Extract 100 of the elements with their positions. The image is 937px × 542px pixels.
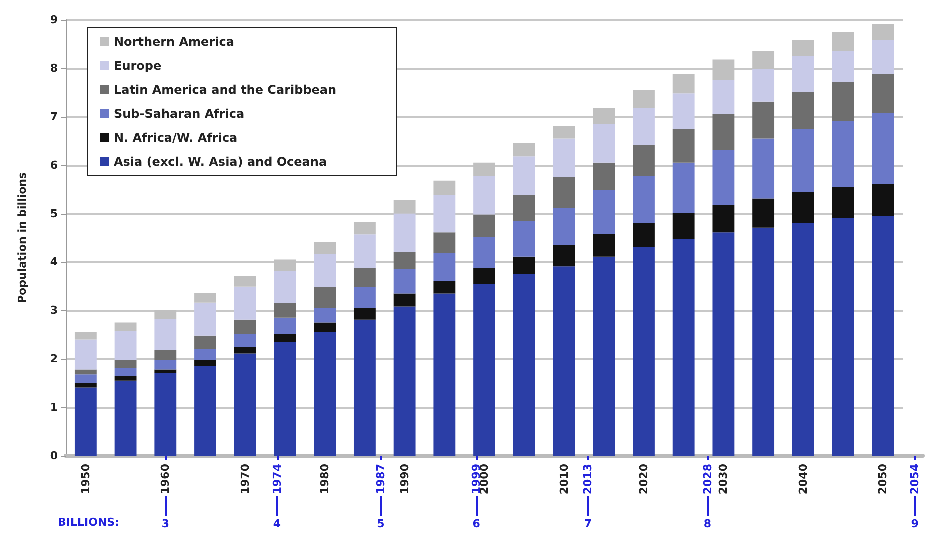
bar <box>274 334 296 342</box>
y-tick-label: 9 <box>50 14 58 26</box>
bar <box>274 342 296 456</box>
bar <box>434 195 456 233</box>
bar <box>234 347 256 354</box>
bar <box>872 184 894 216</box>
text: BILLIONS: <box>58 516 120 529</box>
bar <box>474 268 496 284</box>
bar <box>234 320 256 334</box>
bar <box>872 113 894 184</box>
bar <box>394 252 416 270</box>
x-tick-label: 2050 <box>876 464 890 495</box>
bar <box>114 322 137 332</box>
bar <box>712 232 735 456</box>
bar <box>633 145 655 176</box>
bar <box>553 177 576 208</box>
x-tick-label: 2030 <box>717 464 730 495</box>
text: 7 <box>584 518 592 530</box>
bar <box>832 121 854 188</box>
bar <box>752 69 775 102</box>
text: 8 <box>704 518 712 530</box>
bar <box>513 274 536 456</box>
bar <box>792 40 814 56</box>
bar <box>633 176 655 223</box>
bar <box>274 303 296 318</box>
bar <box>114 360 137 368</box>
bar <box>752 102 775 139</box>
bar <box>314 308 336 323</box>
y-tick-label: 1 <box>50 401 58 414</box>
x-tick-label: 2020 <box>637 464 650 495</box>
text: 6 <box>472 518 481 530</box>
bar <box>354 268 376 288</box>
bar <box>314 332 336 456</box>
bar <box>672 129 695 163</box>
bar <box>394 306 416 456</box>
bar <box>752 198 775 228</box>
bar <box>354 320 376 456</box>
bar <box>394 294 416 307</box>
legend-label: Sub-Saharan Africa <box>114 107 245 121</box>
x-tick-label: 2010 <box>558 464 571 495</box>
bar <box>314 254 336 288</box>
bar <box>474 176 496 215</box>
bar <box>792 222 814 456</box>
bar <box>872 40 894 74</box>
x-tick-label: 1990 <box>398 464 412 495</box>
bar <box>752 228 775 456</box>
bar <box>194 302 216 336</box>
bar <box>712 205 735 233</box>
bar <box>354 287 376 308</box>
bar <box>593 190 616 234</box>
text: 9 <box>911 518 919 530</box>
bar <box>513 256 536 274</box>
bar <box>354 308 376 320</box>
bar <box>553 208 576 246</box>
bar <box>553 126 576 139</box>
bar <box>434 180 456 196</box>
bar <box>194 293 216 303</box>
text: 4 <box>273 518 282 530</box>
x2-tick-label: 2028 <box>701 464 714 495</box>
bar <box>234 276 256 287</box>
bar <box>593 234 616 257</box>
bar <box>474 238 496 268</box>
legend-label: N. Africa/W. Africa <box>114 131 238 145</box>
bar <box>154 360 177 370</box>
bar <box>274 318 296 334</box>
bar <box>234 354 256 456</box>
bar <box>154 350 177 360</box>
bar <box>593 124 616 163</box>
bar <box>474 284 496 456</box>
bar <box>434 281 456 294</box>
bar <box>114 368 137 376</box>
bar <box>832 82 854 122</box>
bar <box>672 94 695 129</box>
x-tick-label: 1960 <box>159 464 172 495</box>
legend-label: Asia (excl. W. Asia) and Oceana <box>114 155 328 169</box>
bar <box>434 254 456 282</box>
bar <box>593 256 616 456</box>
bar <box>114 331 137 360</box>
y-axis-title: Population in billions <box>16 172 29 304</box>
x2-tick-label: 2054 <box>908 464 922 495</box>
x2-tick-label: 1974 <box>270 464 284 495</box>
bar <box>872 74 894 114</box>
bar <box>832 51 854 82</box>
bar <box>593 162 616 191</box>
y-tick-label: 3 <box>50 304 58 318</box>
text: 5 <box>377 518 385 530</box>
bar <box>154 319 177 350</box>
y-tick-label: 7 <box>50 110 58 124</box>
bar <box>354 234 376 268</box>
bar <box>792 56 814 92</box>
y-tick-label: 0 <box>50 450 58 462</box>
bar <box>832 32 854 52</box>
bar <box>394 269 416 294</box>
y-tick-label: 6 <box>50 158 58 172</box>
bar <box>513 221 536 257</box>
bar <box>434 294 456 456</box>
bar <box>672 213 695 239</box>
bar <box>474 214 496 238</box>
y-tick-label: 5 <box>50 207 58 220</box>
bar <box>792 192 814 223</box>
